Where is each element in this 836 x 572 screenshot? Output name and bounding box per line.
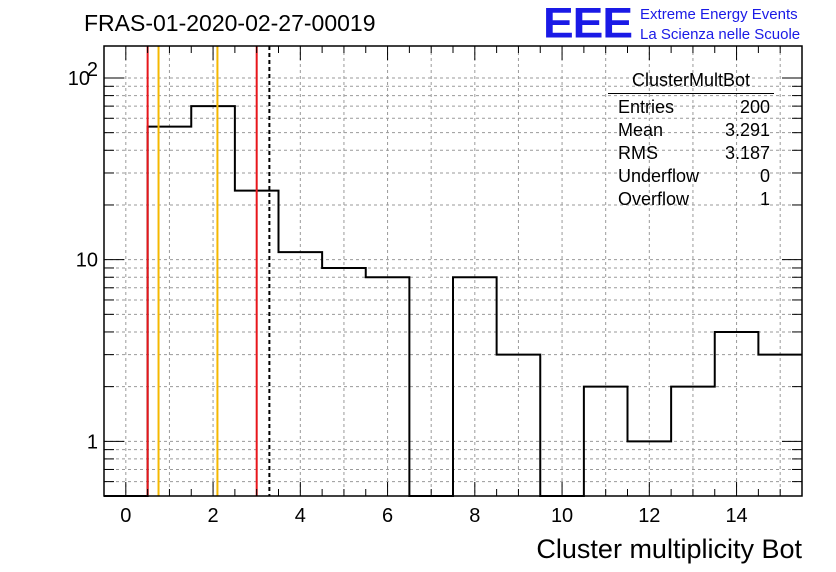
stat-value: 1 xyxy=(759,189,770,209)
x-tick-label: 14 xyxy=(725,505,747,527)
x-tick-label: 2 xyxy=(208,505,219,527)
stats-histogram-name: ClusterMultBot xyxy=(608,70,774,94)
y-tick-label: 10 xyxy=(76,250,98,272)
logo-text: Extreme Energy Events La Scienza nelle S… xyxy=(640,5,800,45)
histogram-bin xyxy=(453,277,497,496)
histogram-bin xyxy=(584,387,628,496)
stat-value: 0 xyxy=(759,166,770,186)
x-axis-label: Cluster multiplicity Bot xyxy=(536,534,802,564)
x-tick-label: 12 xyxy=(638,505,660,527)
histogram-bin xyxy=(366,277,410,496)
stat-row-overflow: Overflow 1 xyxy=(608,188,774,211)
logo-line-2: La Scienza nelle Scuole xyxy=(640,26,801,43)
histogram-bin xyxy=(715,332,759,496)
x-tick-label: 4 xyxy=(295,505,306,527)
x-tick-label: 8 xyxy=(469,505,480,527)
stats-box: ClusterMultBot Entries 200 Mean 3.291 RM… xyxy=(608,70,774,211)
stat-value: 200 xyxy=(739,97,770,117)
histogram-bin xyxy=(279,252,323,496)
x-tick-label: 6 xyxy=(382,505,393,527)
histogram-bin xyxy=(758,355,802,496)
stat-label: Mean xyxy=(618,120,664,140)
y-tick-exponent: 2 xyxy=(87,59,98,81)
stat-row-rms: RMS 3.187 xyxy=(608,142,774,165)
stat-label: RMS xyxy=(618,143,658,163)
stat-row-underflow: Underflow 0 xyxy=(608,165,774,188)
histogram-bin xyxy=(322,268,366,496)
histogram-outline xyxy=(104,105,802,497)
histogram-bin xyxy=(148,127,192,496)
logo-mark: EEE xyxy=(543,0,633,47)
eee-logo: EEE Extreme Energy Events La Scienza nel… xyxy=(543,2,800,45)
y-tick-label: 10 xyxy=(68,68,90,90)
stat-label: Entries xyxy=(618,97,675,117)
histogram-bin xyxy=(671,387,715,496)
chart-title: FRAS-01-2020-02-27-00019 xyxy=(84,10,376,36)
stat-row-mean: Mean 3.291 xyxy=(608,119,774,142)
histogram-bin xyxy=(497,355,541,496)
logo-line-1: Extreme Energy Events xyxy=(640,6,798,23)
stat-label: Overflow xyxy=(618,189,690,209)
stat-label: Underflow xyxy=(618,166,700,186)
stat-value: 3.187 xyxy=(724,143,770,163)
histogram-bin xyxy=(191,106,235,496)
stat-value: 3.291 xyxy=(724,120,770,140)
y-tick-label: 1 xyxy=(87,431,98,453)
stat-row-entries: Entries 200 xyxy=(608,96,774,119)
x-tick-label: 10 xyxy=(551,505,573,527)
x-tick-label: 0 xyxy=(120,505,131,527)
